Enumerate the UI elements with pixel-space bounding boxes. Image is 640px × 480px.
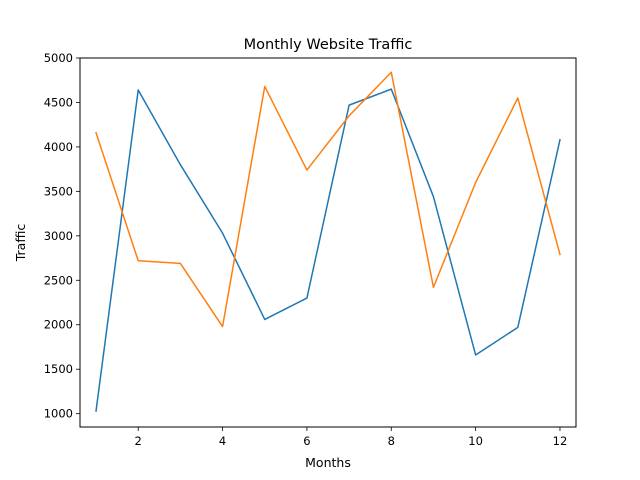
chart-title: Monthly Website Traffic: [244, 37, 413, 53]
x-tick-label: 6: [303, 434, 310, 448]
y-tick-label: 3000: [44, 229, 73, 243]
x-axis-label: Months: [305, 455, 351, 470]
x-tick-label: 8: [388, 434, 395, 448]
ticks-layer: 2 4 6 8 10 12 1000 1500 2000 2500 3000 3500 4000 4500…: [44, 51, 568, 448]
y-tick-label: 4500: [44, 95, 73, 109]
y-tick-label: 1000: [44, 407, 73, 421]
x-tick-label: 12: [553, 434, 568, 448]
series-layer: [95, 71, 561, 412]
y-tick-label: 2500: [44, 273, 73, 287]
plot-frame: [79, 57, 577, 428]
series-2-line: [95, 71, 561, 328]
x-tick-label: 10: [468, 434, 483, 448]
x-tick-label: 4: [219, 434, 226, 448]
y-axis-label: Traffic: [13, 224, 28, 263]
y-tick-label: 2000: [44, 318, 73, 332]
y-tick-label: 1500: [44, 362, 73, 376]
x-tick-label: 2: [135, 434, 142, 448]
y-tick-label: 4000: [44, 140, 73, 154]
y-tick-label: 3500: [44, 184, 73, 198]
series-1-line: [95, 88, 561, 412]
y-tick-label: 5000: [44, 51, 73, 65]
